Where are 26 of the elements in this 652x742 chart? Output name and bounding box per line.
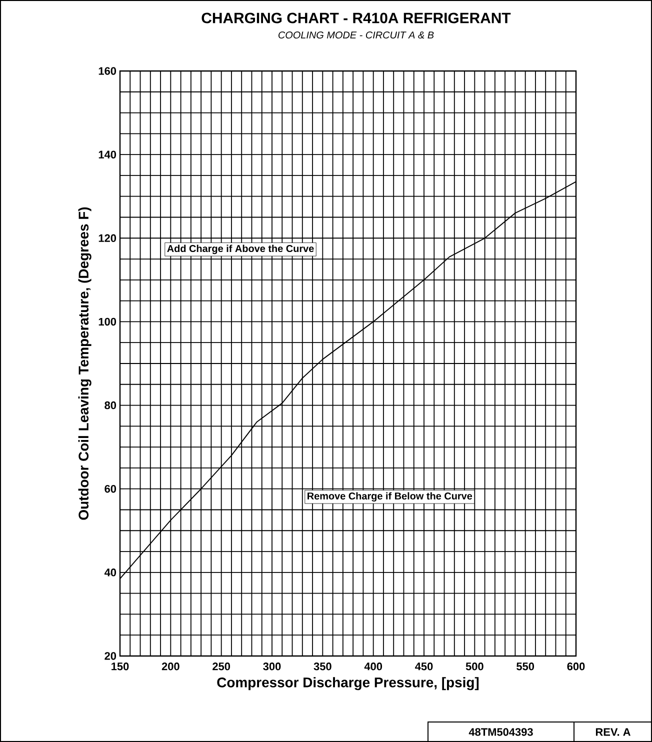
x-tick-label: 550 — [516, 662, 534, 670]
annotation: Remove Charge if Below the Curve — [308, 492, 472, 502]
text: REV. A — [596, 728, 630, 736]
y-tick-label: 140 — [98, 150, 116, 158]
y-tick-label: 80 — [104, 401, 116, 410]
chart-title: CHARGING CHART - R410A REFRIGERANT — [202, 12, 511, 24]
x-tick-label: 200 — [162, 662, 180, 670]
y-axis-title: Outdoor Coil Leaving Temperature, (Degrees F) — [78, 207, 92, 520]
y-tick-label: 40 — [104, 568, 116, 576]
x-tick-label: 150 — [112, 662, 129, 670]
text: 48TM504393 — [468, 728, 533, 736]
x-tick-label: 450 — [415, 662, 433, 670]
x-tick-label: 600 — [567, 662, 585, 670]
x-axis-title: Compressor Discharge Pressure, [psig] — [217, 677, 479, 690]
y-tick-label: 20 — [104, 652, 116, 660]
chart-subtitle: COOLING MODE - CIRCUIT A & B — [278, 31, 434, 39]
y-tick-label: 160 — [98, 67, 116, 75]
x-tick-label: 500 — [466, 662, 484, 670]
y-tick-label: 60 — [104, 484, 116, 493]
x-tick-label: 250 — [212, 662, 230, 670]
x-tick-label: 300 — [263, 662, 281, 670]
annotation: Add Charge if Above the Curve — [167, 244, 314, 254]
x-tick-label: 350 — [314, 662, 332, 670]
y-tick-label: 120 — [98, 234, 116, 242]
y-tick-label: 100 — [98, 318, 116, 326]
x-tick-label: 400 — [364, 662, 382, 670]
